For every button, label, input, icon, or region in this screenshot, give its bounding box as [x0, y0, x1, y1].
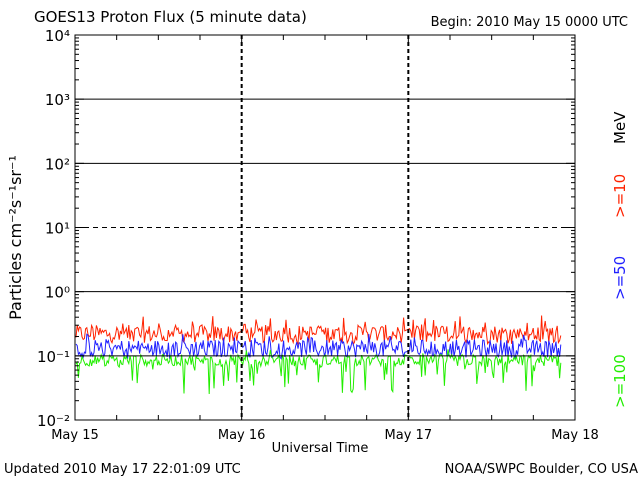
begin-time-label: Begin: 2010 May 15 0000 UTC	[430, 15, 628, 30]
y-axis-label: Particles cm⁻²s⁻¹sr⁻¹	[6, 155, 25, 320]
y-tick-label-0: 10⁴	[45, 27, 70, 45]
updated-timestamp: Updated 2010 May 17 22:01:09 UTC	[4, 462, 241, 477]
series-line-ge100	[75, 349, 562, 395]
x-axis-label: Universal Time	[271, 441, 369, 456]
credit-label: NOAA/SWPC Boulder, CO USA	[444, 462, 638, 477]
y-tick-label-3: 10¹	[45, 220, 70, 238]
chart-title: GOES13 Proton Flux (5 minute data)	[34, 8, 307, 26]
x-tick-label-0: May 15	[51, 428, 99, 443]
y-tick-label-5: 10⁻¹	[37, 348, 70, 366]
legend-ge10: >=10	[611, 173, 629, 218]
series-line-ge10	[75, 315, 562, 346]
y-tick-label-4: 10⁰	[45, 284, 70, 302]
series-line-ge50	[75, 333, 562, 360]
legend-ge100: >=100	[611, 354, 629, 408]
legend-ge50: >=50	[611, 255, 629, 300]
y-tick-label-2: 10²	[45, 155, 70, 173]
x-tick-label-1: May 16	[218, 428, 266, 443]
x-tick-label-3: May 18	[551, 428, 599, 443]
y-tick-label-6: 10⁻²	[37, 412, 70, 430]
legend-unit-mev: MeV	[611, 111, 629, 144]
y-tick-label-1: 10³	[45, 91, 70, 109]
x-tick-label-2: May 17	[385, 428, 433, 443]
